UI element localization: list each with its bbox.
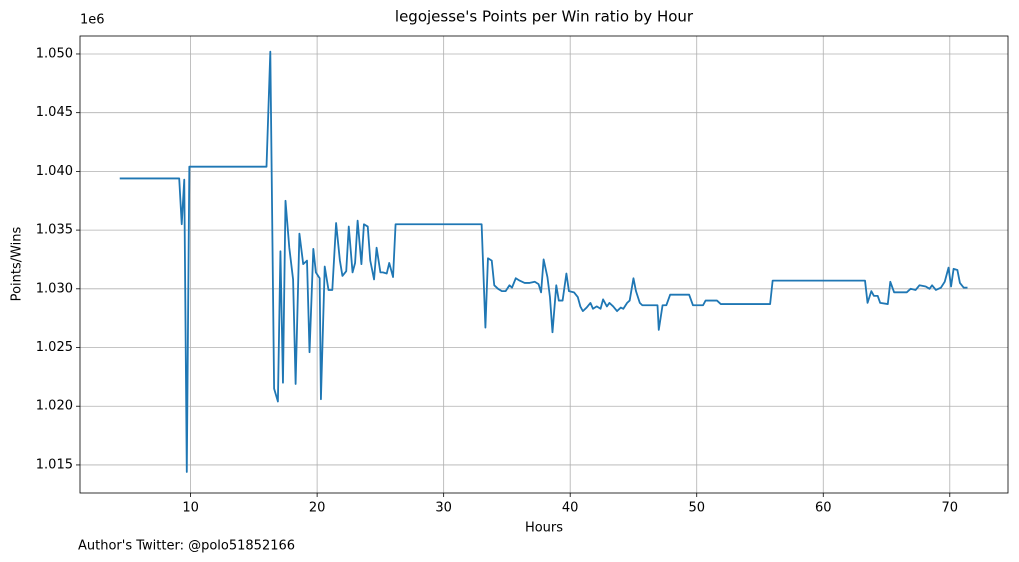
y-offset-label: 1e6 [80, 13, 105, 28]
y-tick-label: 1.015 [36, 457, 73, 472]
y-axis-label: Points/Wins [10, 226, 25, 301]
y-tick-label: 1.040 [36, 164, 73, 179]
y-tick-label: 1.025 [36, 340, 73, 355]
y-tick-label: 1.045 [36, 105, 73, 120]
y-tick-label: 1.050 [36, 46, 73, 61]
data-line [119, 50, 968, 473]
x-axis-label: Hours [525, 521, 563, 536]
x-tick-label: 40 [562, 501, 579, 516]
x-tick-label: 60 [815, 501, 832, 516]
x-tick-label: 70 [942, 501, 959, 516]
y-tick-label: 1.030 [36, 281, 73, 296]
chart-title: legojesse's Points per Win ratio by Hour [395, 8, 694, 26]
footnote: Author's Twitter: @polo51852166 [78, 539, 295, 554]
axes-frame [79, 35, 1009, 494]
y-tick-label: 1.020 [36, 399, 73, 414]
x-tick-label: 30 [435, 501, 452, 516]
x-tick-label: 10 [182, 501, 199, 516]
y-tick-label: 1.035 [36, 223, 73, 238]
x-tick-label: 20 [309, 501, 326, 516]
x-tick-label: 50 [688, 501, 705, 516]
